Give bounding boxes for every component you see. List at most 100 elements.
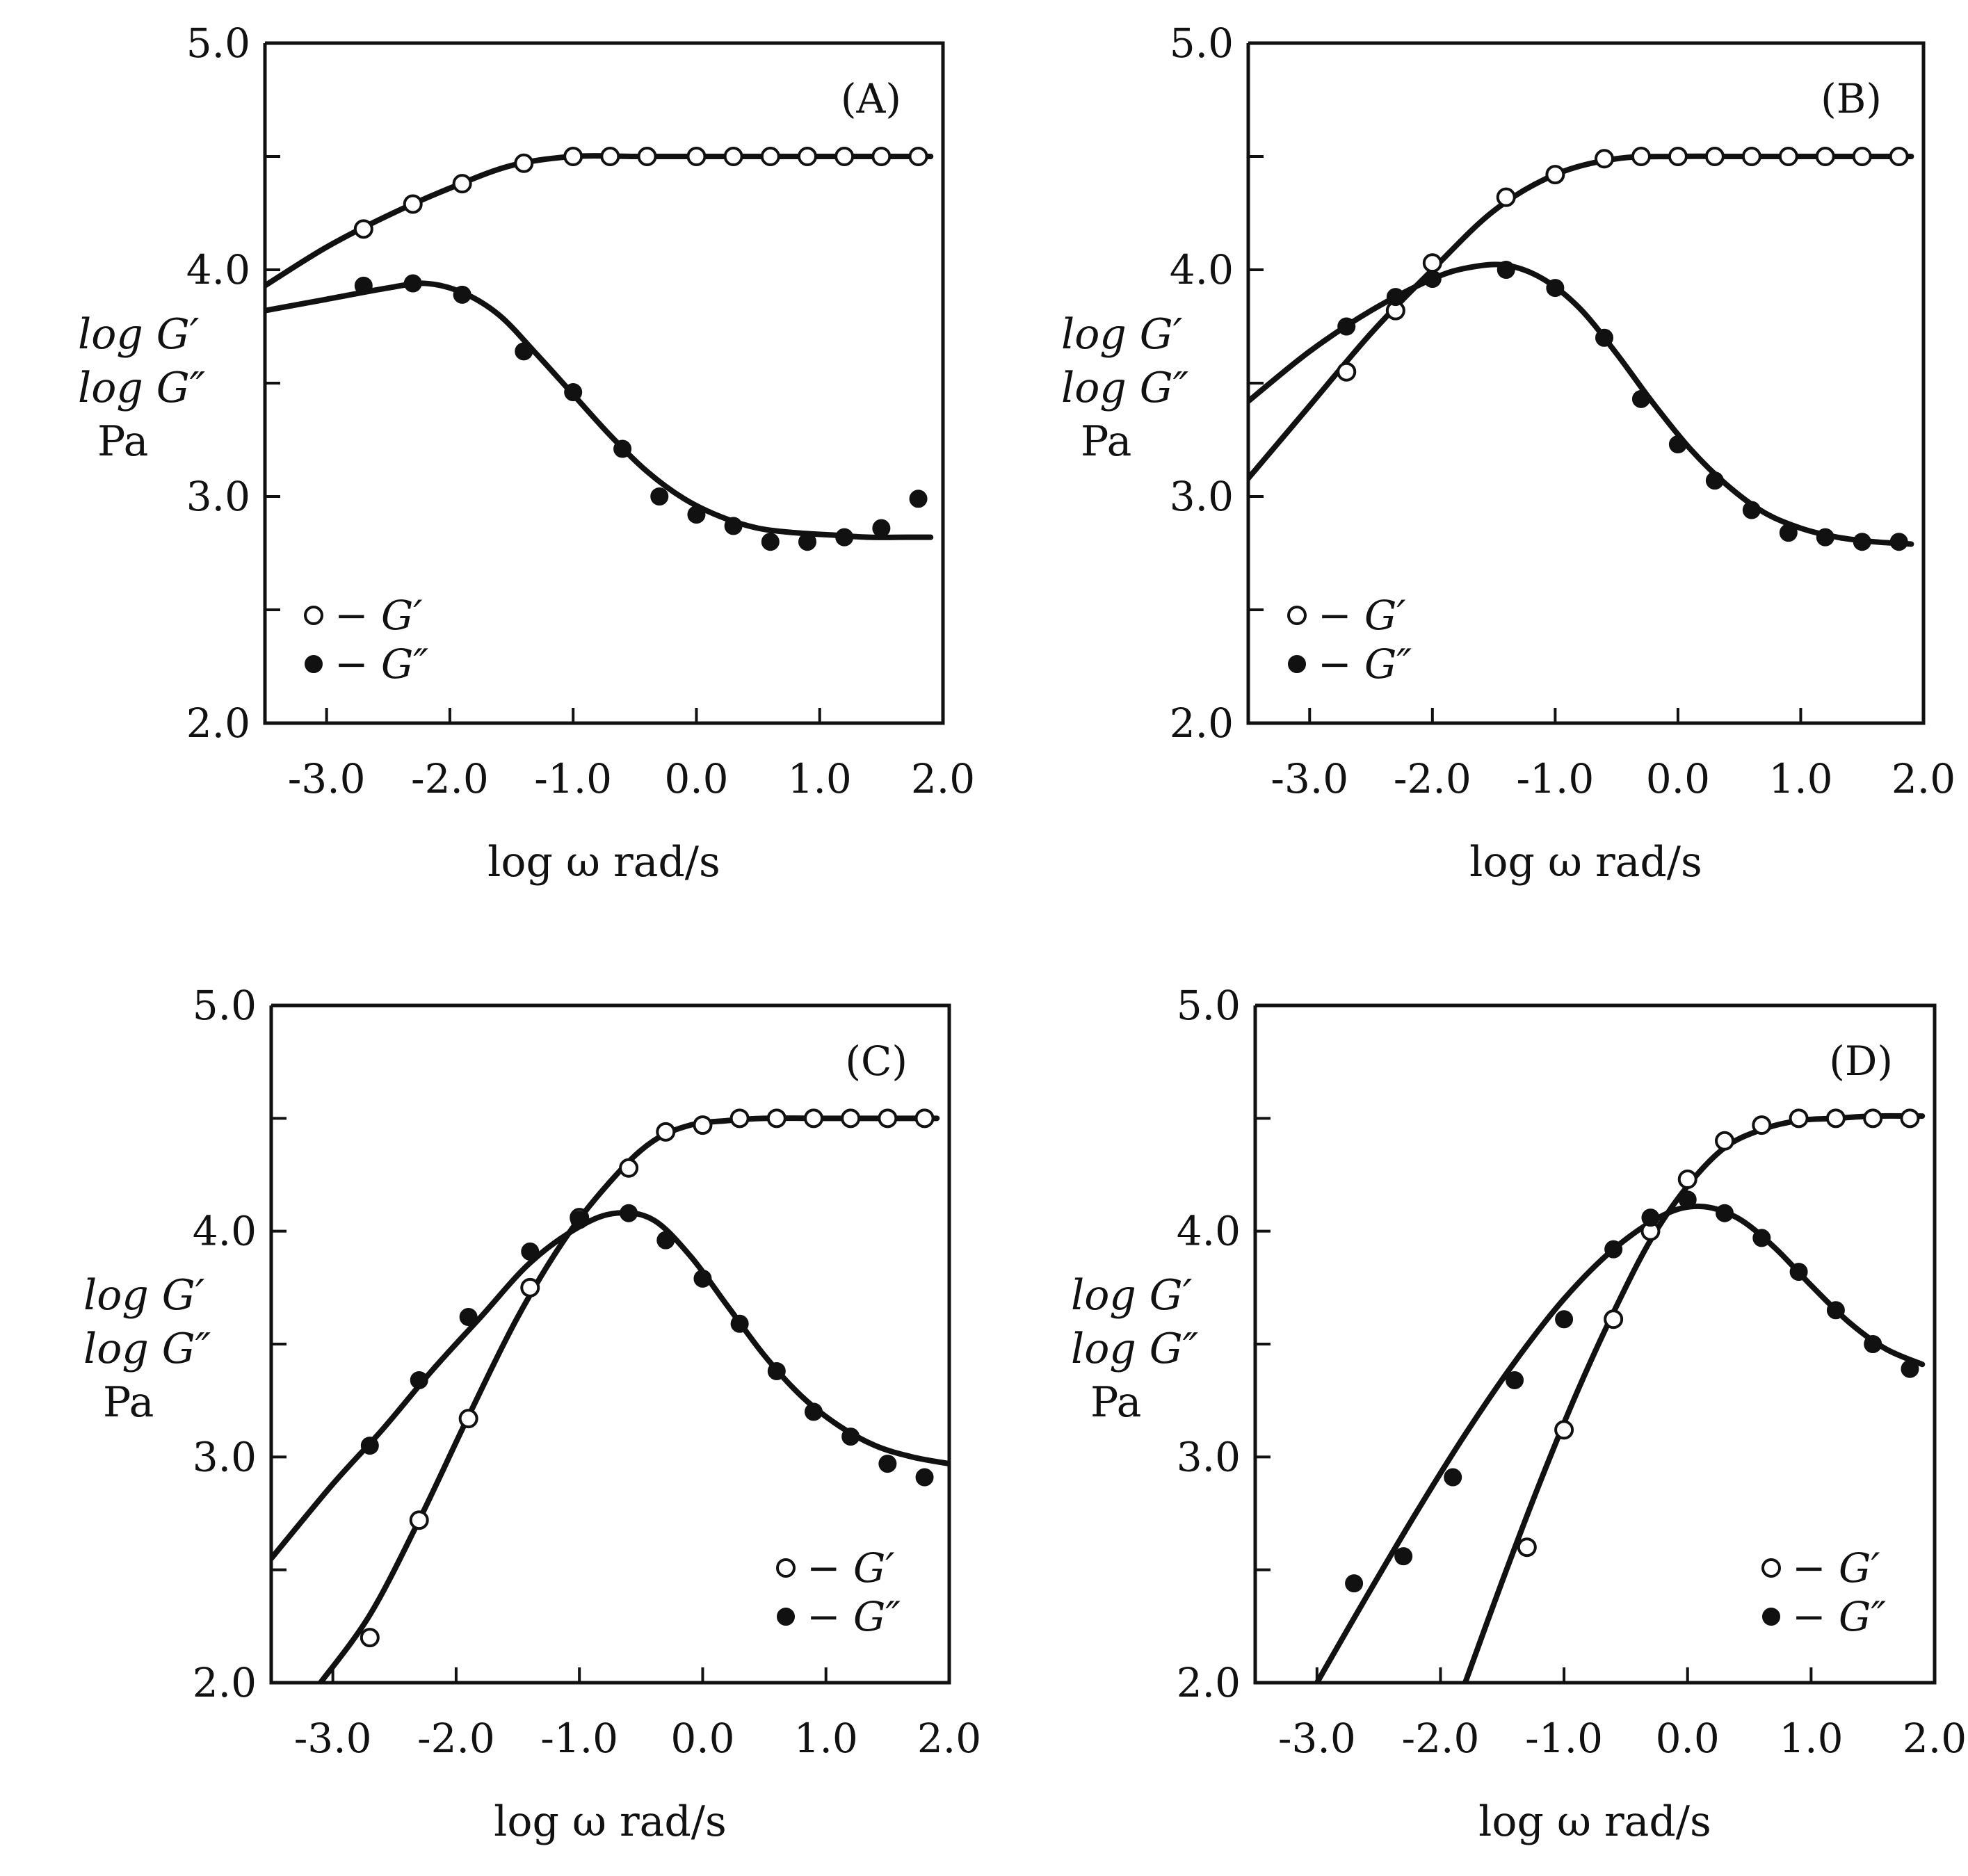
panel-a-g-double-prime-point [650,487,669,506]
panel-b-legend-label: − G′ [1318,592,1406,639]
panel-d-g-prime-point [1517,1537,1537,1558]
panel-d-y-tick-label: 2.0 [1177,1659,1241,1706]
panel-b-g-prime-point [1545,165,1565,185]
panel-c-x-tick-label: 0.0 [670,1715,734,1762]
panel-c-legend-label: − G″ [807,1593,901,1640]
panel-d: 2.0 3.0 4.0 5.0 -3.0 -2.0 -1.0 0.0 1.0 2.0 log ω r… [1071,982,1967,1846]
panel-d-fit-curves [1314,1108,1926,1683]
panel-a-g-double-prime-point [835,528,854,547]
panel-a-g-double-prime-point [354,276,373,295]
panel-a: 2.0 3.0 4.0 5.0 -3.0 -2.0 -1.0 0.0 1.0 2.0 log ω r… [78,19,975,887]
panel-d-g-prime-point [1604,1309,1624,1329]
panel-b-g-double-prime-point [1631,389,1650,408]
panel-d-x-tick-label: 2.0 [1903,1715,1967,1762]
panel-b-y-tick-label: 5.0 [1170,19,1234,67]
panel-b-g-prime-point [1668,147,1688,166]
panel-b-g-double-prime-point [1889,533,1908,551]
panel-b-x-tick-label: -1.0 [1516,755,1594,802]
panel-a-g-prime-point [760,147,780,166]
panel-a-y-tick-label: 4.0 [186,246,250,293]
panel-c-g-double-prime-point [693,1269,712,1288]
panel-c-g-prime-point [878,1108,898,1129]
panel-c-y-tick-label: 4.0 [193,1208,257,1255]
panel-c-legend-filled-marker [777,1608,795,1626]
panel-d-x-tick-label: -3.0 [1278,1715,1356,1762]
panel-b-fit-curves [1248,147,1914,551]
panel-c-g-prime-point [409,1510,429,1530]
panel-c-g-prime-point [914,1108,935,1129]
panel-a-legend-filled-marker [305,655,323,673]
panel-b-g-double-prime-point [1423,270,1442,289]
panel-a-g-prime-fit-curve [265,153,934,289]
panel-b-g-prime-point [1778,147,1798,166]
panel-b-g-prime-point [1594,149,1614,169]
panel-d-g-prime-point [1900,1108,1920,1129]
panel-a-fit-curves [265,147,934,551]
panel-d-g-double-prime-point [1789,1263,1808,1281]
panel-a-g-prime-point [834,147,855,166]
panel-c-y-axis-label: log G′ [83,1271,205,1320]
panel-a-g-double-prime-point [403,274,422,293]
panel-d-g-double-prime-point [1752,1229,1771,1247]
panel-a-x-tick-label: 0.0 [664,755,728,802]
panel-b-g-double-prime-point [1386,288,1405,307]
panel-d-g-prime-point [1677,1169,1697,1189]
panel-c-y-tick-label: 2.0 [193,1659,257,1706]
panel-b-legend-label: − G″ [1318,640,1412,688]
panel-b-legend-filled-marker [1288,655,1306,673]
panel-c-g-prime-point [841,1108,861,1129]
panel-c-g-double-prime-point [915,1468,934,1487]
panel-c-g-double-prime-point [360,1437,379,1455]
panel-b-panel-label: (B) [1821,75,1882,122]
panel-b-x-tick-label: -2.0 [1394,755,1471,802]
panel-d-g-double-prime-point [1604,1240,1623,1259]
panel-a-g-double-prime-point [909,490,928,508]
panel-c-legend-open-marker [776,1558,796,1578]
panel-c-x-tick-label: -1.0 [540,1715,618,1762]
panel-a-g-double-prime-point [798,533,816,551]
panel-d-g-double-prime-point [1345,1574,1364,1593]
panel-c-x-tick-label: -3.0 [294,1715,372,1762]
panel-a-panel-label: (A) [841,75,901,122]
panel-d-g-prime-point [1789,1108,1809,1129]
panel-a-y-tick-label: 3.0 [186,473,250,520]
panel-a-g-double-prime-point [687,506,706,524]
panel-b-x-tick-label: -3.0 [1271,755,1348,802]
panel-d-legend-filled-marker [1762,1608,1780,1626]
panel-c-x-axis-label: log ω rad/s [494,1797,727,1846]
panel-c-g-double-prime-point [730,1314,749,1333]
panel-c-g-double-prime-point [805,1402,823,1421]
panel-a-y-axis-label: Pa [97,417,148,466]
panel-c-y-tick-label: 5.0 [193,982,257,1029]
panel-d-legend-open-marker [1761,1558,1781,1578]
panel-a-y-tick-label: 2.0 [186,700,250,747]
panel-a-g-double-prime-point [724,517,743,535]
panel-b-g-prime-point [1741,147,1761,166]
panel-c-panel-label: (C) [845,1037,908,1085]
panel-b-g-prime-point [1815,147,1835,166]
panel-d-g-double-prime-point [1444,1468,1462,1487]
panel-a-g-double-prime-fit-curve [265,280,934,540]
panel-a-x-tick-label: -3.0 [288,755,366,802]
panel-a-g-prime-point [514,153,534,173]
panel-a-g-prime-point [798,147,817,166]
panel-d-g-double-prime-point [1641,1208,1660,1227]
panel-b-y-axis-label: log G″ [1061,364,1189,412]
panel-d-x-tick-label: -2.0 [1402,1715,1480,1762]
panel-a-g-double-prime-point [761,533,780,551]
panel-c-g-prime-point [693,1115,713,1135]
panel-b-g-prime-point [1337,362,1357,382]
panel-d-y-axis-label: Pa [1090,1378,1141,1427]
panel-c-g-double-prime-point [521,1242,540,1261]
panel-b-y-axis-label: Pa [1081,417,1131,466]
panel-a-g-prime-point [871,147,892,166]
panel-a-g-double-prime-point [613,439,632,458]
panel-b-g-double-prime-point [1853,533,1871,551]
panel-d-legend-label: − G″ [1792,1593,1886,1640]
panel-b-g-double-prime-fit-curve [1248,261,1914,547]
panel-b-g-double-prime-point [1546,279,1565,298]
panel-c-g-double-prime-point [459,1308,478,1327]
panel-b: 2.0 3.0 4.0 5.0 -3.0 -2.0 -1.0 0.0 1.0 2.0 log ω r… [1061,19,1955,887]
